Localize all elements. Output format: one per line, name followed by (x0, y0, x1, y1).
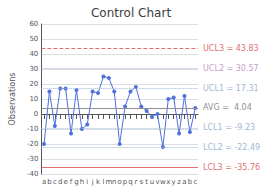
svg-text:Control Chart: Control Chart (91, 6, 171, 20)
svg-text:h: h (80, 178, 84, 186)
svg-text:a: a (42, 178, 46, 186)
svg-text:-30: -30 (27, 155, 38, 163)
svg-text:k: k (96, 178, 101, 186)
svg-text:s: s (139, 178, 143, 186)
svg-text:i: i (86, 178, 88, 186)
svg-text:f: f (70, 178, 73, 186)
svg-text:m: m (105, 177, 113, 186)
svg-text:UCL1 = 17.31: UCL1 = 17.31 (203, 84, 259, 93)
svg-text:y: y (172, 178, 176, 186)
svg-text:n: n (112, 178, 116, 186)
svg-text:b: b (47, 178, 52, 186)
svg-text:r: r (134, 178, 137, 186)
svg-text:z: z (177, 178, 181, 186)
svg-text:q: q (128, 178, 132, 186)
svg-text:50: 50 (29, 35, 38, 43)
svg-text:p: p (123, 178, 128, 186)
svg-text:LCL1 = -9.23: LCL1 = -9.23 (203, 123, 255, 132)
svg-text:-10: -10 (27, 125, 38, 133)
svg-text:w: w (160, 178, 166, 186)
svg-text:b: b (188, 178, 193, 186)
svg-text:l: l (102, 178, 104, 186)
svg-text:10: 10 (29, 95, 38, 103)
svg-text:o: o (118, 178, 122, 186)
svg-text:-20: -20 (27, 140, 38, 148)
svg-text:60: 60 (29, 20, 38, 28)
svg-text:c: c (53, 178, 57, 186)
svg-text:d: d (58, 178, 62, 186)
svg-text:u: u (150, 178, 154, 186)
svg-text:c: c (193, 178, 197, 186)
svg-text:AVG = 4.04: AVG = 4.04 (203, 103, 252, 112)
svg-text:30: 30 (29, 65, 38, 73)
svg-text:Observations: Observations (8, 73, 17, 126)
svg-text:20: 20 (29, 80, 38, 88)
svg-text:-40: -40 (27, 170, 38, 178)
svg-text:g: g (74, 178, 78, 186)
svg-text:0: 0 (34, 110, 38, 118)
svg-text:UCL2 = 30.57: UCL2 = 30.57 (203, 64, 259, 73)
svg-text:j: j (91, 178, 94, 186)
svg-text:LCL2 = -22.49: LCL2 = -22.49 (203, 143, 260, 152)
svg-text:LCL3 = -35.76: LCL3 = -35.76 (203, 163, 260, 172)
svg-text:t: t (145, 178, 148, 186)
svg-text:a: a (182, 178, 186, 186)
svg-text:x: x (166, 178, 170, 186)
svg-text:40: 40 (29, 50, 38, 58)
svg-text:e: e (63, 178, 67, 186)
svg-text:v: v (155, 178, 159, 186)
svg-text:UCL3 = 43.83: UCL3 = 43.83 (203, 44, 259, 53)
